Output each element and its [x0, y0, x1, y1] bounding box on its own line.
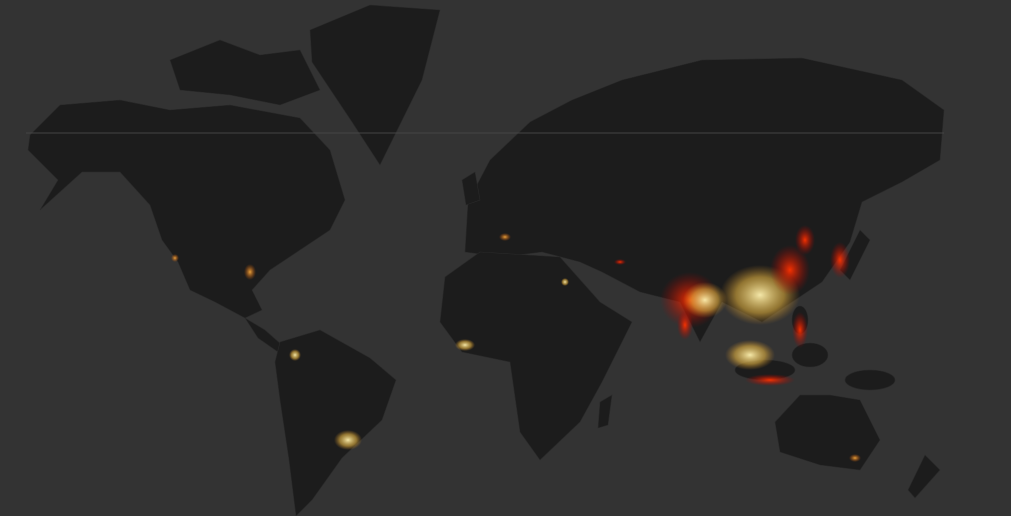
hotspot [455, 339, 475, 351]
hotspot [561, 278, 569, 286]
hotspot [792, 312, 808, 348]
greenland [309, 4, 441, 166]
hotspot [770, 245, 810, 295]
canadian-islands [169, 39, 321, 106]
hotspot [683, 282, 727, 318]
hotspot [849, 454, 861, 462]
hotspot [499, 233, 511, 241]
hotspot [289, 349, 301, 361]
hotspot [745, 374, 795, 386]
land-masses [27, 4, 945, 516]
borneo [791, 342, 829, 368]
intensity-overlay [171, 225, 861, 462]
australia [774, 394, 881, 471]
new-zealand [907, 454, 941, 499]
madagascar [597, 394, 613, 429]
hotspot [171, 254, 179, 262]
hotspot [795, 225, 815, 255]
africa [439, 251, 633, 461]
hotspot [244, 264, 256, 280]
hotspot [725, 340, 775, 370]
south-america [274, 329, 397, 516]
new-guinea [844, 369, 896, 391]
uk [461, 171, 481, 206]
hotspot [830, 242, 850, 278]
hotspot [614, 259, 626, 265]
north-america [27, 99, 346, 319]
hotspot [677, 310, 693, 340]
hotspot [334, 430, 362, 450]
